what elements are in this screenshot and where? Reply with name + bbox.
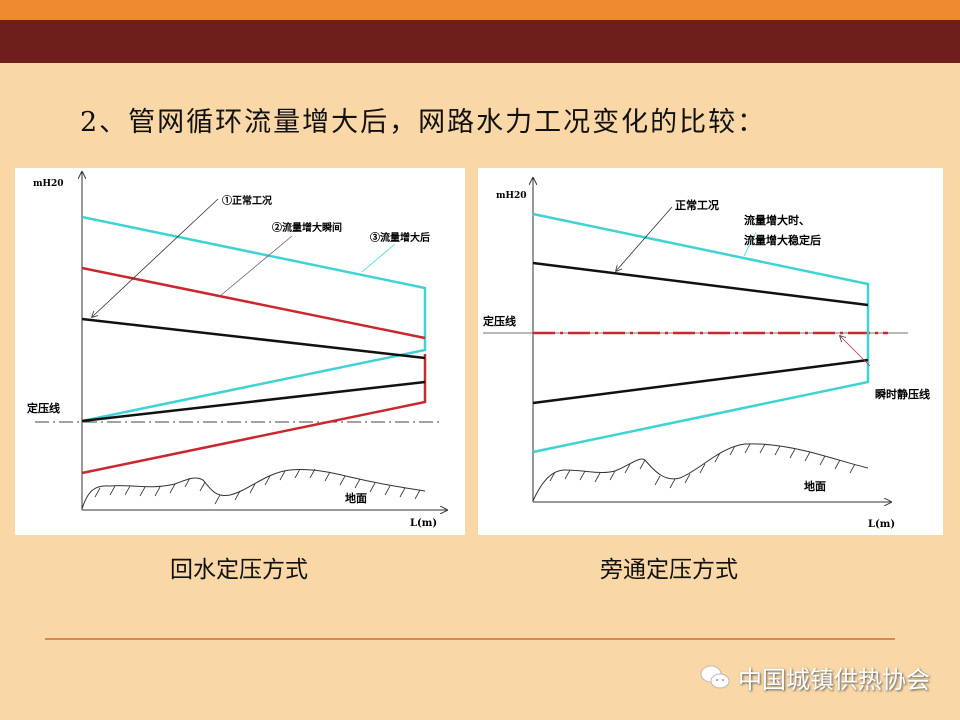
leader-instant [219, 235, 293, 297]
leader-normal [92, 198, 219, 317]
cyan-line-after-increase [81, 215, 427, 423]
left-caption: 回水定压方式 [170, 557, 308, 583]
ground-label: 地面 [345, 491, 367, 505]
label-increase: 流量增大时、 [744, 213, 810, 227]
pressure-line-label: 定压线 [483, 314, 516, 328]
footer-divider [45, 638, 895, 640]
black-line-normal-supply [81, 317, 426, 360]
wechat-icon [700, 665, 730, 688]
ground-label: 地面 [804, 479, 826, 493]
ground-profile [532, 443, 869, 502]
left-diagram: mH20 L(m) 定压线 ①正常工况 ②流量增大瞬间 ③流量增大后 地面 [27, 168, 465, 529]
top-accent-bar [0, 0, 960, 20]
footer-brand: 中国城镇供热协会 [700, 660, 930, 695]
cyan-line-after-increase [532, 212, 870, 454]
x-axis-label: L(m) [410, 518, 437, 529]
leader-increase [743, 231, 757, 257]
red-line-instant-return [81, 354, 427, 475]
label-normal: ①正常工况 [222, 194, 272, 207]
footer-text: 中国城镇供热协会 [738, 666, 930, 694]
leader-after [361, 243, 396, 273]
pressure-line-label: 定压线 [27, 401, 60, 415]
right-diagram-panel: mH20 L(m) 定压线 正常工况 流量增大时、 流量增大稳定后 瞬时静压线 … [478, 168, 943, 535]
black-line-normal-return [532, 358, 869, 405]
slide-title: 2、管网循环流量增大后，网路水力工况变化的比较： [80, 107, 767, 138]
left-diagram-panel: mH20 L(m) 定压线 ①正常工况 ②流量增大瞬间 ③流量增大后 地面 [15, 168, 465, 535]
label-normal: 正常工况 [675, 198, 719, 212]
ground-profile [81, 469, 426, 510]
y-axis-label: mH20 [496, 191, 527, 201]
y-axis-label: mH20 [33, 179, 64, 189]
right-diagram: mH20 L(m) 定压线 正常工况 流量增大时、 流量增大稳定后 瞬时静压线 … [483, 168, 930, 530]
header-bar [0, 20, 960, 63]
right-caption: 旁通定压方式 [600, 557, 738, 583]
label-stable: 流量增大稳定后 [744, 233, 821, 247]
leader-normal [616, 206, 673, 271]
ground-hatching [549, 443, 856, 489]
leader-static [840, 336, 871, 367]
ground-hatching [94, 468, 421, 505]
label-instant: ②流量增大瞬间 [272, 221, 342, 234]
label-after: ③流量增大后 [370, 231, 430, 244]
x-axis-label: L(m) [868, 519, 895, 530]
black-line-normal-supply [532, 261, 869, 307]
red-line-instant-increase [81, 266, 426, 340]
label-static: 瞬时静压线 [875, 387, 930, 401]
black-line-normal-return [81, 380, 426, 423]
